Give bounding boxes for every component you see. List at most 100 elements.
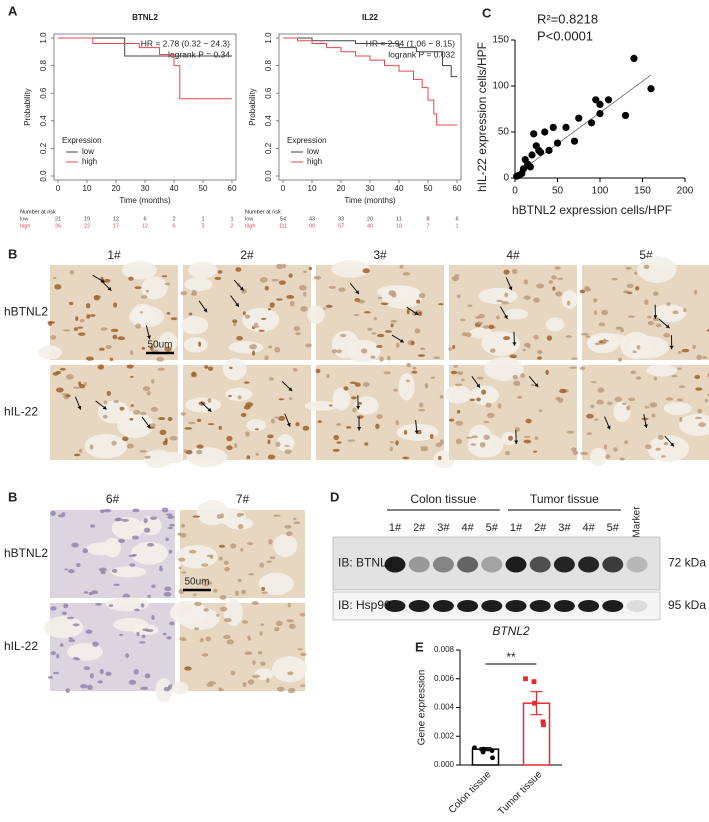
cell [264,355,269,361]
gland [273,534,298,558]
cell [489,348,496,353]
cell [288,397,293,400]
cell [83,666,91,671]
risk-count: 111 [279,223,287,229]
cell [73,453,81,457]
cell [213,588,218,593]
gland [304,400,338,411]
cell [105,671,112,676]
cell [78,332,86,336]
y-tick-label: 0.0 [264,170,273,182]
cell [694,374,701,380]
cell [508,435,513,441]
cell [129,563,136,567]
cell [360,348,368,354]
x-tick-label: 200 [677,186,694,197]
cell [453,365,459,368]
cell [275,441,281,447]
cell [56,653,60,659]
cell [266,560,273,563]
cell [459,318,466,322]
cell [557,277,564,280]
data-point [530,130,538,138]
cell [626,283,634,288]
x-tick-label: 50 [199,184,208,193]
cell [395,342,400,348]
cell [429,433,434,440]
cell [433,356,441,360]
risk-count: 18 [396,223,402,229]
x-tick-label: 0 [512,186,518,197]
row-label: hBTNL2 [4,546,48,560]
cell [55,387,64,393]
risk-count: 90 [309,223,315,229]
cell [258,329,265,332]
x-tick-label: 0 [281,184,286,193]
gland [467,433,504,458]
cell [141,346,145,350]
cell [706,329,709,332]
legend-label: low [307,147,319,156]
gland [484,356,524,381]
risk-count: 17 [113,223,119,229]
cell [244,314,251,319]
cell [405,379,410,383]
cell [476,376,484,380]
risk-count: 3 [201,223,204,229]
x-tick-label: 20 [112,184,121,193]
cell [388,290,396,296]
cell [191,289,197,295]
cell [259,277,268,283]
y-tick-label: 1.0 [264,32,273,44]
cell [59,643,64,647]
cell [73,327,78,331]
risk-count: 6 [172,223,175,229]
cell [289,301,295,307]
cell [652,317,660,322]
cell [252,350,256,356]
cell [681,348,690,353]
blot-band [384,556,406,573]
risk-count: 11 [396,216,402,222]
risk-count: 6 [143,216,146,222]
cell [90,524,95,528]
cell [676,398,684,402]
cell [377,333,385,338]
x-tick-label: Tumor tissue [496,769,545,818]
cell [98,567,107,572]
cell [461,378,465,382]
cell [259,562,265,568]
lane-label: 2# [534,522,547,534]
gland [183,337,208,353]
risk-count: 8 [426,216,429,222]
marker-label: Marker [632,506,643,538]
survival-curve [283,37,457,78]
cell [597,387,605,393]
cell [358,402,363,405]
cell [207,423,215,426]
cell [523,435,531,438]
cell [660,455,666,458]
data-point [570,137,579,145]
blot-band [505,556,527,573]
cell [159,429,167,436]
blot-band [457,556,479,573]
cell [424,383,429,389]
cell [579,366,586,371]
cell [509,354,517,359]
cell [85,303,91,309]
cell [402,272,411,276]
cell [242,682,247,688]
risk-count: 1 [201,216,204,222]
gland [646,364,677,377]
data-point [532,700,537,706]
cell [232,319,238,324]
gland [620,332,653,360]
annotation: logrank P = 0.032 [388,49,455,59]
blot-row-label: IB: BTNL2 [338,556,394,570]
cell [61,512,66,516]
cell [47,675,53,679]
cell [82,548,89,554]
x-tick-label: 50 [424,184,433,193]
cell [128,679,137,685]
